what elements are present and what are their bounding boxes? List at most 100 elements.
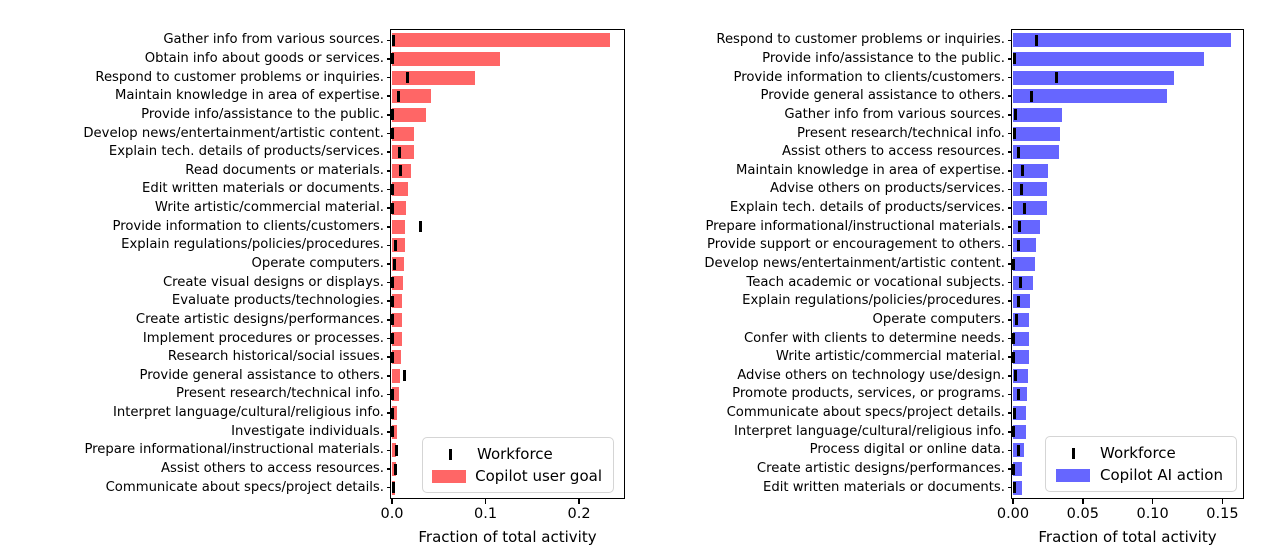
y-axis-label: Evaluate products/technologies. (171, 293, 384, 309)
workforce-marker (1012, 463, 1016, 475)
y-axis-tick (386, 412, 391, 414)
bar (392, 424, 397, 439)
workforce-marker (1017, 295, 1021, 307)
y-axis-tick (1007, 300, 1012, 303)
workforce-marker (1020, 165, 1024, 177)
y-axis-tick (386, 207, 391, 209)
workforce-marker (390, 277, 394, 289)
workforce-marker (1013, 407, 1017, 419)
workforce-marker (390, 426, 394, 438)
y-axis-tick (1007, 263, 1012, 265)
y-axis-label: Assist others to access resources. (160, 461, 384, 477)
workforce-marker (1012, 351, 1016, 363)
workforce-marker (1014, 314, 1018, 326)
y-axis-tick (1007, 188, 1012, 191)
workforce-marker (1019, 277, 1023, 289)
y-axis-label: Teach academic or vocational subjects. (746, 274, 1005, 290)
y-axis-tick (386, 356, 391, 358)
y-axis-tick (1007, 132, 1012, 135)
workforce-marker (1017, 239, 1021, 251)
y-axis-label: Provide general assistance to others. (139, 367, 384, 383)
x-axis-title: Fraction of total activity (1038, 528, 1217, 546)
workforce-marker (390, 202, 394, 214)
y-axis-label: Assist others to access resources. (781, 144, 1005, 160)
y-axis-label: Confer with clients to determine needs. (743, 330, 1005, 346)
bar (1013, 406, 1027, 421)
bar (1013, 182, 1048, 197)
plot-area-frame (1011, 29, 1244, 499)
bar (1013, 424, 1026, 439)
workforce-marker (394, 239, 398, 251)
legend-workforce-tick-marker (432, 448, 468, 460)
y-axis-tick (386, 151, 391, 153)
x-axis-tick (484, 498, 487, 504)
bar (1013, 257, 1035, 271)
x-tick-label: 0.1 (473, 506, 498, 522)
y-axis-tick (1007, 430, 1012, 433)
workforce-marker (390, 53, 394, 65)
y-axis-label: Create visual designs or displays. (162, 274, 384, 290)
bar-patch-icon (432, 469, 467, 483)
workforce-marker (406, 72, 410, 84)
workforce-marker (1012, 53, 1016, 65)
bar (392, 387, 399, 402)
workforce-marker (1022, 202, 1026, 214)
y-axis-tick (386, 337, 391, 340)
workforce-marker (402, 370, 406, 382)
legend: Workforce Copilot user goal (422, 437, 614, 493)
y-axis-tick (1007, 337, 1012, 340)
y-axis-label: Provide info/assistance to the public. (141, 106, 384, 122)
bar (1013, 350, 1029, 365)
workforce-marker (391, 482, 395, 494)
x-axis-title: Fraction of total activity (418, 528, 597, 546)
x-axis-tick (1082, 498, 1084, 504)
y-axis-label: Prepare informational/instructional mate… (84, 442, 384, 458)
bar (1013, 33, 1231, 48)
workforce-marker (1012, 426, 1016, 438)
y-axis-tick (386, 58, 391, 60)
bar (1013, 219, 1040, 234)
y-axis-tick (1007, 151, 1012, 153)
legend-workforce-tick-marker (1055, 447, 1091, 459)
y-axis-label: Explain regulations/policies/procedures. (742, 293, 1005, 309)
y-axis-label: Provide info/assistance to the public. (762, 50, 1005, 66)
y-axis-tick (1007, 39, 1012, 42)
workforce-marker (391, 109, 395, 121)
workforce-marker (396, 90, 400, 102)
x-tick-label: 0.2 (567, 506, 591, 522)
y-axis-label: Promote products, services, or programs. (732, 386, 1005, 402)
bar (392, 275, 404, 290)
y-axis-label: Present research/technical info. (176, 386, 384, 402)
workforce-tick-icon (448, 448, 452, 460)
bar (392, 257, 404, 271)
y-axis-label: Develop news/entertainment/artistic cont… (704, 256, 1005, 271)
y-axis-label: Respond to customer problems or inquirie… (95, 69, 384, 85)
y-axis-tick (386, 76, 391, 79)
y-axis-tick (1007, 114, 1012, 116)
bar (392, 33, 610, 48)
x-tick-label: 0.0 (380, 506, 404, 522)
workforce-marker (1020, 183, 1024, 195)
bar (1013, 51, 1205, 66)
workforce-marker (1017, 388, 1021, 400)
bar (392, 70, 476, 85)
y-axis-tick (1007, 449, 1012, 452)
workforce-marker (1017, 444, 1021, 456)
bar (392, 182, 408, 197)
bar (392, 145, 414, 160)
bar (392, 331, 402, 346)
y-axis-label: Provide general assistance to others. (760, 88, 1005, 104)
y-axis-tick (386, 95, 391, 98)
workforce-marker (1012, 333, 1016, 345)
bar (392, 294, 403, 309)
workforce-marker (1017, 146, 1021, 158)
legend-label: Copilot user goal (475, 467, 602, 485)
bar (392, 201, 407, 216)
y-axis-label: Provide information to clients/customers… (733, 69, 1006, 85)
workforce-marker (390, 351, 394, 363)
y-axis-label: Edit written materials or documents. (763, 479, 1005, 495)
bar (392, 350, 401, 365)
x-axis-tick (1151, 498, 1154, 504)
bar (1013, 368, 1029, 383)
